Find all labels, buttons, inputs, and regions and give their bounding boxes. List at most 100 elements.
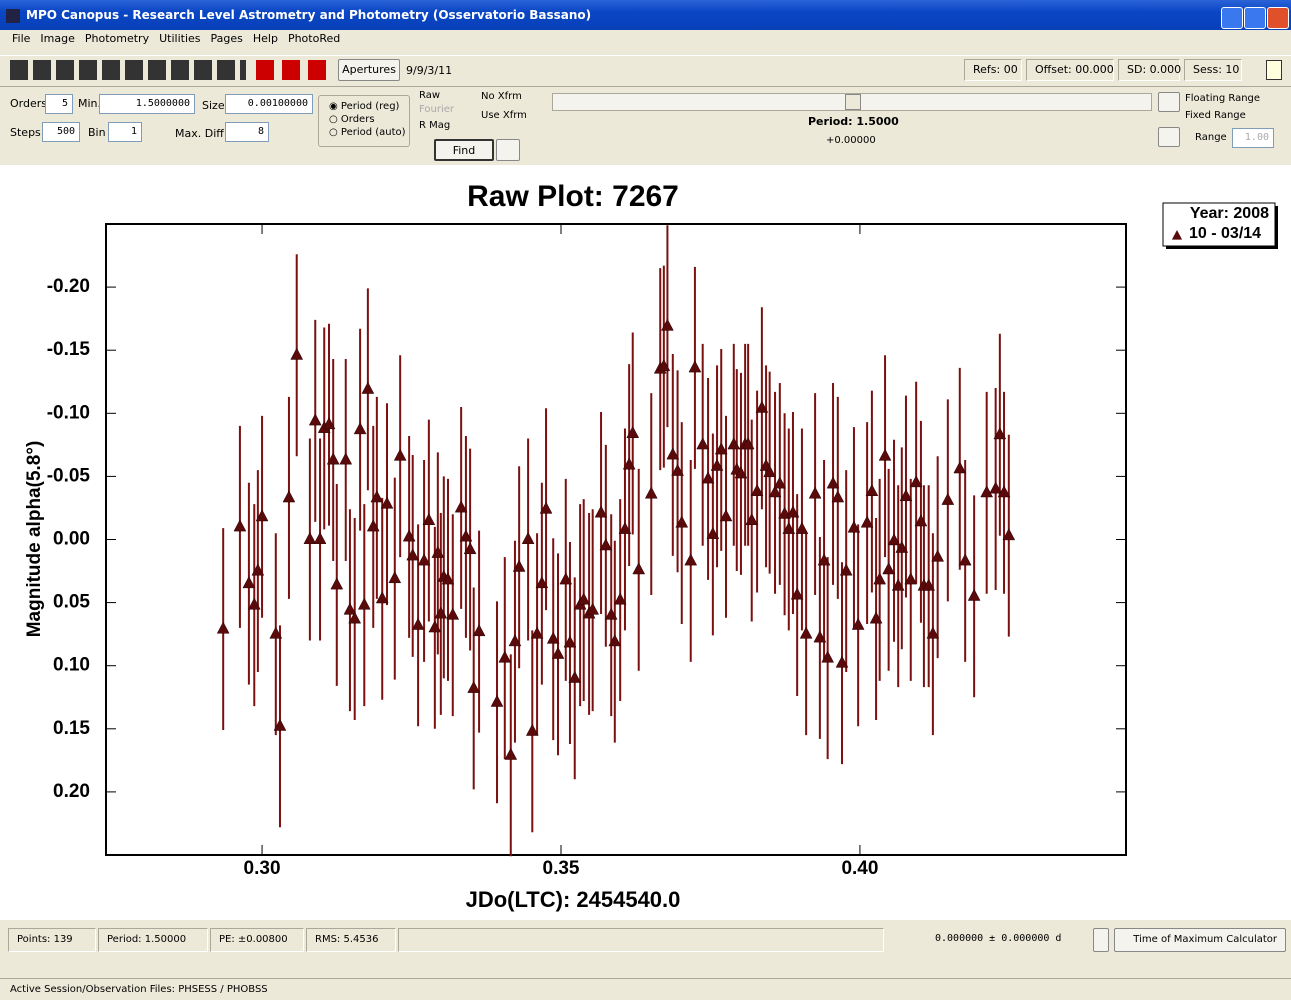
menu-item[interactable]: Image bbox=[40, 32, 75, 45]
marker bbox=[714, 442, 728, 455]
menu-item[interactable]: PhotoRed bbox=[287, 32, 341, 45]
marker bbox=[741, 437, 755, 450]
label: Period (reg) bbox=[340, 101, 400, 112]
checkbox-label[interactable]: Raw bbox=[419, 90, 441, 101]
marker bbox=[632, 562, 646, 575]
marker bbox=[411, 617, 425, 630]
marker bbox=[622, 457, 636, 470]
marker bbox=[782, 521, 796, 534]
range-icon[interactable] bbox=[1158, 92, 1180, 112]
period-slider[interactable] bbox=[552, 93, 1152, 111]
marker bbox=[795, 521, 809, 534]
radio-option[interactable]: ○ Period (auto) bbox=[329, 127, 406, 138]
menu-item[interactable]: File bbox=[12, 32, 31, 45]
menu-item[interactable]: Help bbox=[252, 32, 278, 45]
marker bbox=[817, 553, 831, 566]
marker bbox=[586, 602, 600, 615]
time-readout: 0.000000 ± 0.000000 d bbox=[935, 933, 1062, 944]
marker bbox=[734, 466, 748, 479]
clipboard-icon[interactable] bbox=[1266, 60, 1282, 80]
marker bbox=[869, 611, 883, 624]
marker bbox=[763, 465, 777, 478]
label: Range bbox=[1195, 132, 1227, 143]
marker bbox=[613, 592, 627, 605]
chart-title: Raw Plot: 7267 bbox=[467, 180, 679, 213]
marker bbox=[835, 655, 849, 668]
time-of-maximum-button[interactable]: Time of Maximum Calculator bbox=[1114, 928, 1286, 952]
y-tick-label: -0.15 bbox=[47, 339, 91, 360]
marker bbox=[831, 490, 845, 503]
marker bbox=[269, 626, 283, 639]
marker bbox=[467, 680, 481, 693]
spinner[interactable] bbox=[1093, 928, 1109, 952]
find-dropdown[interactable] bbox=[496, 139, 520, 161]
status-field: Period: 1.50000 bbox=[98, 928, 208, 952]
marker bbox=[993, 427, 1007, 440]
marker bbox=[216, 621, 230, 634]
status-field: Points: 139 bbox=[8, 928, 96, 952]
radio-option[interactable]: ○ Orders bbox=[329, 114, 375, 125]
tool-icons[interactable] bbox=[10, 60, 246, 80]
marker bbox=[525, 723, 539, 736]
radio-label[interactable]: Use Xfrm bbox=[481, 110, 527, 121]
slider-thumb[interactable] bbox=[845, 94, 861, 110]
close-button[interactable] bbox=[1267, 7, 1289, 29]
app-icon bbox=[6, 9, 20, 23]
marker bbox=[745, 513, 759, 526]
marker bbox=[428, 620, 442, 633]
input[interactable]: 1.5000000 bbox=[99, 94, 195, 114]
radio-label[interactable]: Floating Range bbox=[1185, 93, 1261, 104]
plot-frame bbox=[105, 223, 1127, 856]
label: Size bbox=[202, 99, 225, 112]
refs-field: Refs: 00 bbox=[964, 59, 1022, 81]
menu-item[interactable]: Utilities bbox=[159, 32, 201, 45]
marker bbox=[504, 747, 518, 760]
label: Max. Diff. bbox=[175, 127, 228, 140]
marker bbox=[922, 578, 936, 591]
marker bbox=[233, 519, 247, 532]
radio-label[interactable]: Fixed Range bbox=[1185, 110, 1246, 121]
checkbox-label: Fourier bbox=[419, 104, 455, 115]
status-field: RMS: 5.4536 bbox=[306, 928, 396, 952]
marker bbox=[909, 475, 923, 488]
sess-field: Sess: 10 bbox=[1184, 59, 1242, 81]
y-tick-label: -0.10 bbox=[47, 402, 90, 423]
marker bbox=[357, 597, 371, 610]
input[interactable]: 500 bbox=[42, 122, 80, 142]
marker bbox=[851, 617, 865, 630]
input[interactable]: 5 bbox=[45, 94, 73, 114]
minimize-button[interactable] bbox=[1221, 7, 1243, 29]
marker bbox=[997, 485, 1011, 498]
maximize-button[interactable] bbox=[1244, 7, 1266, 29]
menu-item[interactable]: Pages bbox=[210, 32, 243, 45]
marker bbox=[322, 417, 336, 430]
input[interactable]: 8 bbox=[225, 122, 269, 142]
arrow-icons[interactable] bbox=[256, 60, 328, 80]
marker bbox=[255, 509, 269, 522]
marker bbox=[914, 514, 928, 527]
marker bbox=[463, 542, 477, 555]
input[interactable]: 0.00100000 bbox=[225, 94, 313, 114]
radio-option[interactable]: ◉ Period (reg) bbox=[329, 101, 400, 112]
marker bbox=[339, 452, 353, 465]
marker bbox=[813, 630, 827, 643]
marker bbox=[865, 484, 879, 496]
input: 1.00 bbox=[1232, 128, 1274, 148]
y-tick-label: 0.15 bbox=[53, 718, 90, 739]
apertures-button[interactable]: Apertures bbox=[338, 59, 400, 81]
marker bbox=[599, 538, 613, 551]
marker bbox=[512, 559, 526, 572]
find-button[interactable]: Find bbox=[434, 139, 494, 161]
marker bbox=[750, 484, 764, 496]
menu-item[interactable]: Photometry bbox=[84, 32, 150, 45]
marker bbox=[313, 531, 327, 544]
marker bbox=[931, 549, 945, 562]
marker bbox=[626, 425, 640, 438]
marker bbox=[402, 529, 416, 542]
radio-label[interactable]: No Xfrm bbox=[481, 91, 522, 102]
checkbox-label[interactable]: R Mag bbox=[419, 120, 451, 131]
input[interactable]: 1 bbox=[108, 122, 142, 142]
book-icon[interactable] bbox=[1158, 127, 1180, 147]
marker bbox=[563, 635, 577, 648]
marker bbox=[393, 448, 407, 461]
